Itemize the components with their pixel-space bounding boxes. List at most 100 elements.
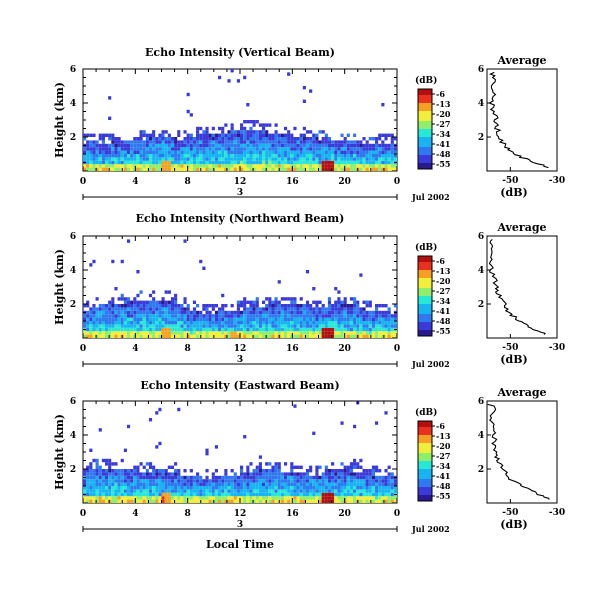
heatmap-cell [312,486,316,490]
heatmap-cell [315,486,319,490]
heatmap-cell [384,154,388,158]
heatmap-cell [261,482,266,486]
heatmap-cell [249,120,253,124]
heatmap-cell [136,327,140,332]
heatmap-cell [349,317,354,321]
heatmap-cell [359,324,363,328]
heatmap-cell [130,140,134,144]
heatmap-cell [243,75,247,80]
heatmap-cell [249,150,253,154]
heatmap-cell [161,486,165,490]
heatmap-cell [265,310,269,315]
heatmap-cell [293,157,297,161]
heatmap-cell [104,154,109,158]
heatmap-cell [174,475,178,480]
colorbar-segment [418,435,432,438]
heatmap-cell [114,147,118,151]
heatmap-cell [368,150,372,154]
heatmap-cell [327,331,332,335]
heatmap-cell [230,317,234,321]
heatmap-cell [387,133,391,137]
heatmap-cell [148,310,153,315]
heatmap-cell [353,160,357,165]
heatmap-cell [277,327,281,332]
heatmap-cell [174,482,178,486]
colorbar-segment [418,489,432,492]
heatmap-cell [202,157,206,161]
heatmap-cell [302,334,306,338]
heatmap-cell [258,486,262,490]
colorbar-segment [418,115,432,118]
heatmap-cell [92,164,96,168]
heatmap-cell [196,331,200,335]
heatmap-cell [95,297,99,301]
colorbar-segment [418,449,432,452]
heatmap-cell [375,321,379,325]
heatmap-cell [192,143,197,148]
heatmap-cell [155,492,159,497]
heatmap-cell [346,310,350,315]
heatmap-cell [283,321,288,325]
heatmap-cell [365,317,369,321]
colorbar-segment [418,453,432,456]
heatmap-cell [356,462,360,466]
heatmap-cell [148,492,153,497]
heatmap-cell [296,140,300,144]
colorbar-segment [418,129,432,132]
heatmap-cell [214,140,219,144]
heatmap-cell [227,150,231,154]
heatmap-cell [290,482,294,486]
heatmap-cell [205,314,209,318]
heatmap-cell [274,300,278,304]
heatmap-cell [186,321,190,325]
heatmap-cell [265,499,269,503]
heatmap-cell [227,137,231,141]
heatmap-cell [108,327,112,332]
heatmap-cell [177,310,181,315]
heatmap-cell [249,331,253,335]
heatmap-cell [104,475,109,480]
heatmap-cell [390,154,394,158]
heatmap-cell [290,472,294,476]
heatmap-cell [343,324,347,328]
colorbar-tick-label: -48 [436,316,451,326]
heatmap-cell [321,160,325,165]
heatmap-cell [95,167,99,171]
heatmap-cell [101,499,105,503]
heatmap-cell [214,167,219,171]
heatmap-cell [375,160,379,165]
heatmap-cell [302,492,306,497]
heatmap-cell [356,479,360,483]
heatmap-cell [145,133,149,137]
heatmap-cell [214,304,219,308]
heatmap-cell [202,143,206,148]
heatmap-cell [327,475,332,480]
heatmap-cell [224,123,228,127]
heatmap-cell [145,314,149,318]
heatmap-cell [158,441,162,446]
heatmap-cell [202,317,206,321]
heatmap-cell [277,324,281,328]
heatmap-cell [139,479,143,483]
heatmap-cell [299,492,303,497]
heatmap-cell [287,479,291,483]
heatmap-cell [318,154,322,158]
heatmap-cell [111,462,115,466]
heatmap-cell [236,492,240,497]
heatmap-cell [356,164,360,168]
heatmap-cell [148,324,153,328]
heatmap-cell [384,143,388,148]
heatmap-cell [186,317,190,321]
heatmap-cell [192,492,197,497]
heatmap-cell [331,160,335,165]
heatmap-cell [108,147,112,151]
heatmap-cell [133,157,137,161]
heatmap-cell [158,160,162,165]
heatmap-cell [327,499,332,503]
heatmap-cell [375,137,379,141]
heatmap-cell [152,307,156,311]
heatmap-cell [120,143,124,148]
heatmap-cell [375,482,379,486]
colorbar-segment [418,479,432,482]
heatmap-cell [164,310,168,315]
